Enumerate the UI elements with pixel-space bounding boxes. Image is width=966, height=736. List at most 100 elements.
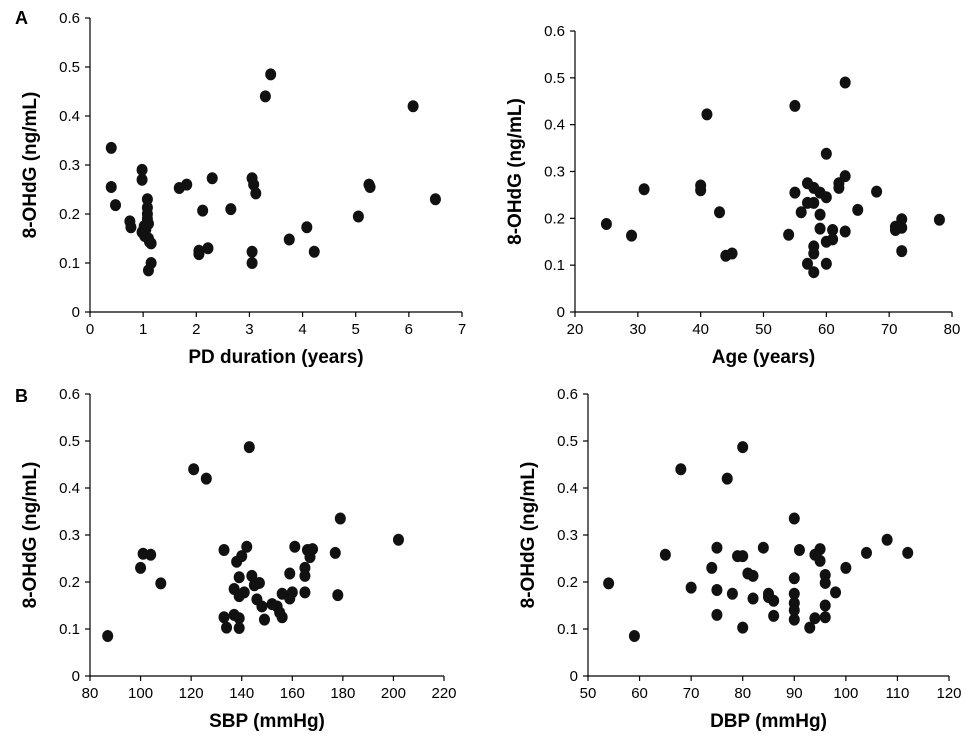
data-point — [902, 546, 914, 559]
data-point — [726, 587, 738, 600]
y-tick-label: 0.2 — [557, 574, 578, 591]
data-point — [105, 181, 117, 194]
data-point — [808, 266, 820, 279]
data-point — [299, 569, 311, 582]
data-point — [102, 630, 114, 643]
data-point — [747, 569, 759, 582]
data-point — [225, 203, 237, 216]
data-point — [110, 199, 122, 212]
data-point — [659, 548, 671, 561]
y-tick-label: 0.2 — [59, 206, 80, 223]
x-axis-title: PD duration (years) — [188, 347, 363, 368]
data-point — [193, 244, 205, 257]
x-tick-label: 60 — [818, 321, 835, 338]
data-point — [820, 147, 832, 160]
data-point — [711, 583, 723, 596]
x-tick-label: 100 — [128, 685, 153, 702]
x-tick-label: 120 — [179, 685, 204, 702]
data-point — [783, 228, 795, 241]
data-point — [603, 577, 615, 590]
data-point — [808, 247, 820, 260]
y-tick-label: 0 — [72, 304, 80, 321]
x-tick-label: 4 — [298, 321, 306, 338]
data-point — [711, 541, 723, 554]
data-point — [136, 163, 148, 176]
data-point — [246, 245, 258, 258]
data-point — [768, 609, 780, 622]
data-point — [737, 621, 749, 634]
data-point — [253, 576, 265, 589]
y-tick-label: 0 — [570, 668, 578, 685]
data-point — [136, 173, 148, 186]
data-point — [283, 233, 295, 246]
data-point — [289, 540, 301, 553]
data-point — [299, 586, 311, 599]
data-point — [820, 257, 832, 270]
data-point — [142, 264, 154, 277]
data-point — [241, 540, 253, 553]
data-point — [839, 170, 851, 183]
data-point — [265, 68, 277, 81]
x-tick-label: 60 — [631, 685, 648, 702]
data-point — [819, 576, 831, 589]
data-point — [833, 181, 845, 194]
data-point — [737, 550, 749, 563]
data-point — [814, 554, 826, 567]
y-tick-label: 0.5 — [59, 433, 80, 450]
data-point — [155, 577, 167, 590]
y-axis-title: 8-OHdG (ng/mL) — [20, 92, 41, 239]
data-point — [181, 178, 193, 191]
x-tick-label: 140 — [229, 685, 254, 702]
y-tick-label: 0.6 — [544, 23, 565, 40]
data-point — [827, 233, 839, 246]
x-tick-label: 30 — [629, 321, 646, 338]
data-point — [896, 245, 908, 258]
x-tick-label: 100 — [833, 685, 858, 702]
data-point — [714, 206, 726, 219]
x-tick-label: 220 — [431, 685, 456, 702]
x-tick-label: 120 — [936, 685, 961, 702]
data-point — [238, 586, 250, 599]
data-point — [188, 463, 200, 476]
data-point — [329, 546, 341, 559]
data-point — [145, 237, 157, 250]
data-point — [757, 541, 769, 554]
data-point — [788, 613, 800, 626]
data-point — [809, 612, 821, 625]
data-point — [814, 208, 826, 221]
x-tick-label: 50 — [580, 685, 597, 702]
data-point — [820, 191, 832, 204]
data-point — [352, 210, 364, 223]
data-point — [830, 586, 842, 599]
data-point — [142, 217, 154, 230]
data-point — [276, 611, 288, 624]
data-point — [788, 512, 800, 525]
data-point — [256, 600, 268, 613]
data-point — [332, 589, 344, 602]
data-point — [236, 550, 248, 563]
y-tick-label: 0.6 — [59, 10, 80, 27]
data-point — [819, 599, 831, 612]
data-point — [852, 203, 864, 216]
x-tick-label: 5 — [352, 321, 360, 338]
data-point — [628, 630, 640, 643]
data-point — [135, 561, 147, 574]
y-tick-label: 0.4 — [59, 108, 80, 125]
data-point — [747, 592, 759, 605]
data-point — [788, 604, 800, 617]
x-axis-title: SBP (mmHg) — [209, 711, 325, 732]
data-point — [721, 472, 733, 485]
x-tick-label: 200 — [381, 685, 406, 702]
data-point — [896, 221, 908, 234]
data-point — [258, 613, 270, 626]
y-tick-label: 0.3 — [59, 157, 80, 174]
data-point — [429, 193, 441, 206]
data-point — [284, 567, 296, 580]
data-point — [407, 100, 419, 113]
data-point — [819, 611, 831, 624]
data-point — [827, 224, 839, 237]
scatter-chart-dbp: 50 60 70 80 90 100 110 120 0 0.1 0.2 0.3 0.4 0.5 0.6 DB… — [518, 386, 962, 732]
data-point — [105, 141, 117, 154]
data-point — [768, 594, 780, 607]
y-axis-title: 8-OHdG (ng/mL) — [505, 98, 526, 245]
